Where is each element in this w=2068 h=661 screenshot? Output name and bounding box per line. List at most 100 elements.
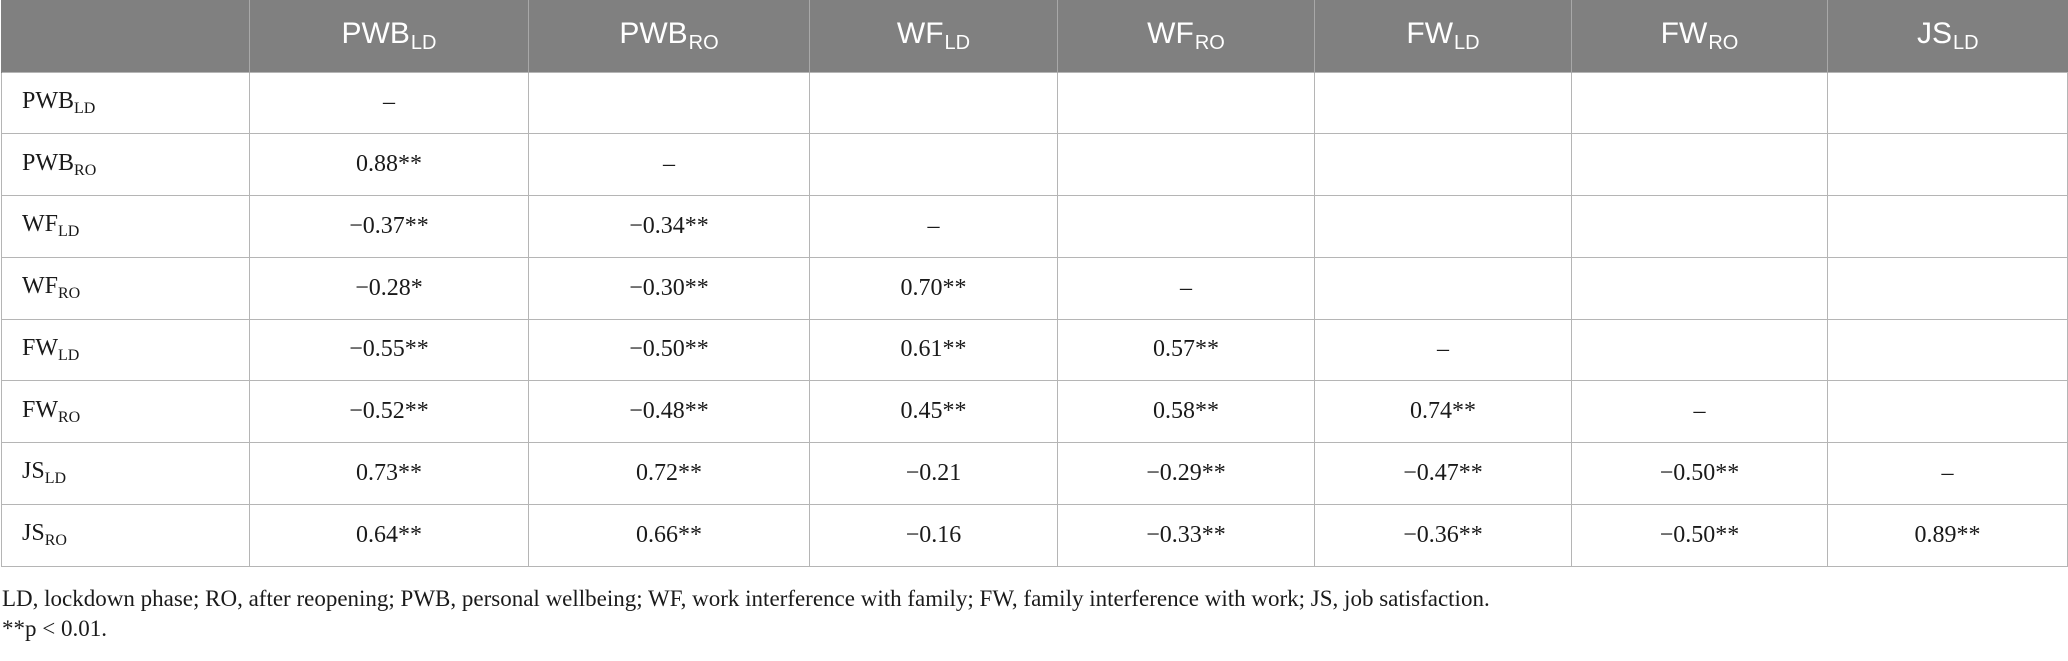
correlation-cell (1827, 256, 2068, 320)
correlation-cell (1571, 256, 1828, 320)
column-header-wf-ld: WFLD (809, 0, 1058, 72)
correlation-cell: −0.29** (1057, 442, 1315, 505)
correlation-cell: −0.30** (528, 256, 810, 320)
correlation-cell: – (809, 195, 1058, 258)
row-label-subscript: RO (74, 161, 97, 179)
table-row: WFRO −0.28* −0.30** 0.70** – (1, 256, 2068, 320)
table-row: PWBLD – (1, 71, 2068, 135)
correlation-cell: 0.58** (1057, 380, 1315, 443)
column-header-fw-ro: FWRO (1571, 0, 1828, 72)
correlation-cell: – (249, 71, 529, 135)
row-label-pwb-ld: PWBLD (1, 71, 250, 135)
correlation-cell (1057, 71, 1315, 135)
row-label-pwb-ro: PWBRO (1, 133, 250, 196)
row-label-js-ro: JSRO (1, 503, 250, 567)
correlation-cell: 0.74** (1314, 380, 1572, 443)
row-label-subscript: LD (74, 99, 96, 117)
correlation-cell (1057, 133, 1315, 196)
correlation-cell (528, 71, 810, 135)
column-header-label: WF (896, 16, 944, 50)
correlation-cell: −0.50** (528, 318, 810, 382)
row-label-text: WF (22, 211, 58, 238)
column-header-pwb-ro: PWBRO (528, 0, 810, 72)
header-corner-cell (1, 0, 250, 72)
correlation-cell (809, 133, 1058, 196)
column-header-subscript: RO (1194, 31, 1225, 54)
row-label-fw-ld: FWLD (1, 318, 250, 382)
table-body: PWBLD – PWBRO 0.88** – WFLD −0.37** −0.34** – WFR… (1, 71, 2068, 567)
correlation-cell: −0.37** (249, 195, 529, 258)
correlation-table: PWBLD PWBRO WFLD WFRO FWLD FWRO JSLD PWBLD – PWB… (1, 0, 2068, 567)
row-label-subscript: RO (58, 285, 81, 303)
column-header-pwb-ld: PWBLD (249, 0, 529, 72)
table-header: PWBLD PWBRO WFLD WFRO FWLD FWRO JSLD (1, 0, 2068, 72)
row-label-js-ld: JSLD (1, 442, 250, 505)
column-header-wf-ro: WFRO (1057, 0, 1315, 72)
row-label-subscript: LD (44, 470, 67, 488)
table-row: FWRO −0.52** −0.48** 0.45** 0.58** 0.74** – (1, 380, 2068, 443)
column-header-fw-ld: FWLD (1314, 0, 1572, 72)
correlation-cell: −0.47** (1314, 442, 1572, 505)
significance-note: **p < 0.01. (2, 616, 107, 641)
correlation-cell: 0.72** (528, 442, 810, 505)
column-header-label: PWB (619, 16, 688, 50)
column-header-subscript: RO (688, 31, 719, 54)
column-header-subscript: LD (944, 31, 971, 54)
row-label-fw-ro: FWRO (1, 380, 250, 443)
correlation-cell: 0.73** (249, 442, 529, 505)
column-header-subscript: RO (1708, 31, 1739, 54)
table-notes: LD, lockdown phase; RO, after reopening;… (2, 584, 1490, 644)
row-label-wf-ro: WFRO (1, 256, 250, 320)
column-header-subscript: LD (1454, 31, 1480, 54)
table-row: JSRO 0.64** 0.66** −0.16 −0.33** −0.36** −0.50… (1, 503, 2068, 567)
correlation-cell (809, 71, 1058, 135)
row-label-text: JS (22, 520, 45, 547)
correlation-cell: −0.50** (1571, 503, 1828, 567)
correlation-table-container: PWBLD PWBRO WFLD WFRO FWLD FWRO JSLD PWBLD – PWB… (1, 0, 2068, 641)
row-label-text: FW (22, 396, 58, 423)
correlation-cell (1057, 195, 1315, 258)
correlation-cell (1827, 380, 2068, 443)
correlation-cell (1827, 133, 2068, 196)
correlation-cell: −0.21 (809, 442, 1058, 505)
row-label-subscript: RO (44, 532, 67, 550)
correlation-cell (1314, 256, 1572, 320)
row-label-subscript: LD (58, 346, 80, 364)
correlation-cell (1827, 195, 2068, 258)
correlation-cell: −0.33** (1057, 503, 1315, 567)
column-header-label: JS (1916, 16, 1952, 50)
row-label-subscript: LD (58, 223, 80, 241)
row-label-text: WF (22, 273, 58, 300)
correlation-cell (1314, 71, 1572, 135)
correlation-cell: −0.28* (249, 256, 529, 320)
correlation-cell: 0.57** (1057, 318, 1315, 382)
correlation-cell: – (1314, 318, 1572, 382)
correlation-cell (1827, 318, 2068, 382)
column-header-subscript: LD (410, 31, 437, 54)
column-header-label: FW (1660, 16, 1708, 50)
correlation-cell: – (528, 133, 810, 196)
row-label-text: PWB (22, 87, 75, 114)
column-header-label: FW (1406, 16, 1454, 50)
correlation-cell: −0.55** (249, 318, 529, 382)
table-row: JSLD 0.73** 0.72** −0.21 −0.29** −0.47** −0.50… (1, 442, 2068, 505)
row-label-subscript: RO (58, 408, 81, 426)
table-row: WFLD −0.37** −0.34** – (1, 195, 2068, 258)
correlation-cell: −0.48** (528, 380, 810, 443)
correlation-cell: −0.50** (1571, 442, 1828, 505)
correlation-cell: −0.34** (528, 195, 810, 258)
correlation-cell: 0.45** (809, 380, 1058, 443)
table-row: PWBRO 0.88** – (1, 133, 2068, 196)
correlation-cell: – (1827, 442, 2068, 505)
correlation-cell: −0.52** (249, 380, 529, 443)
header-row: PWBLD PWBRO WFLD WFRO FWLD FWRO JSLD (1, 0, 2068, 72)
correlation-cell (1314, 133, 1572, 196)
table-row: FWLD −0.55** −0.50** 0.61** 0.57** – (1, 318, 2068, 382)
correlation-cell: 0.66** (528, 503, 810, 567)
row-label-text: FW (22, 334, 58, 361)
correlation-cell (1827, 71, 2068, 135)
correlation-cell: −0.36** (1314, 503, 1572, 567)
correlation-cell: – (1057, 256, 1315, 320)
correlation-cell (1571, 195, 1828, 258)
abbreviations-note: LD, lockdown phase; RO, after reopening;… (2, 586, 1490, 611)
